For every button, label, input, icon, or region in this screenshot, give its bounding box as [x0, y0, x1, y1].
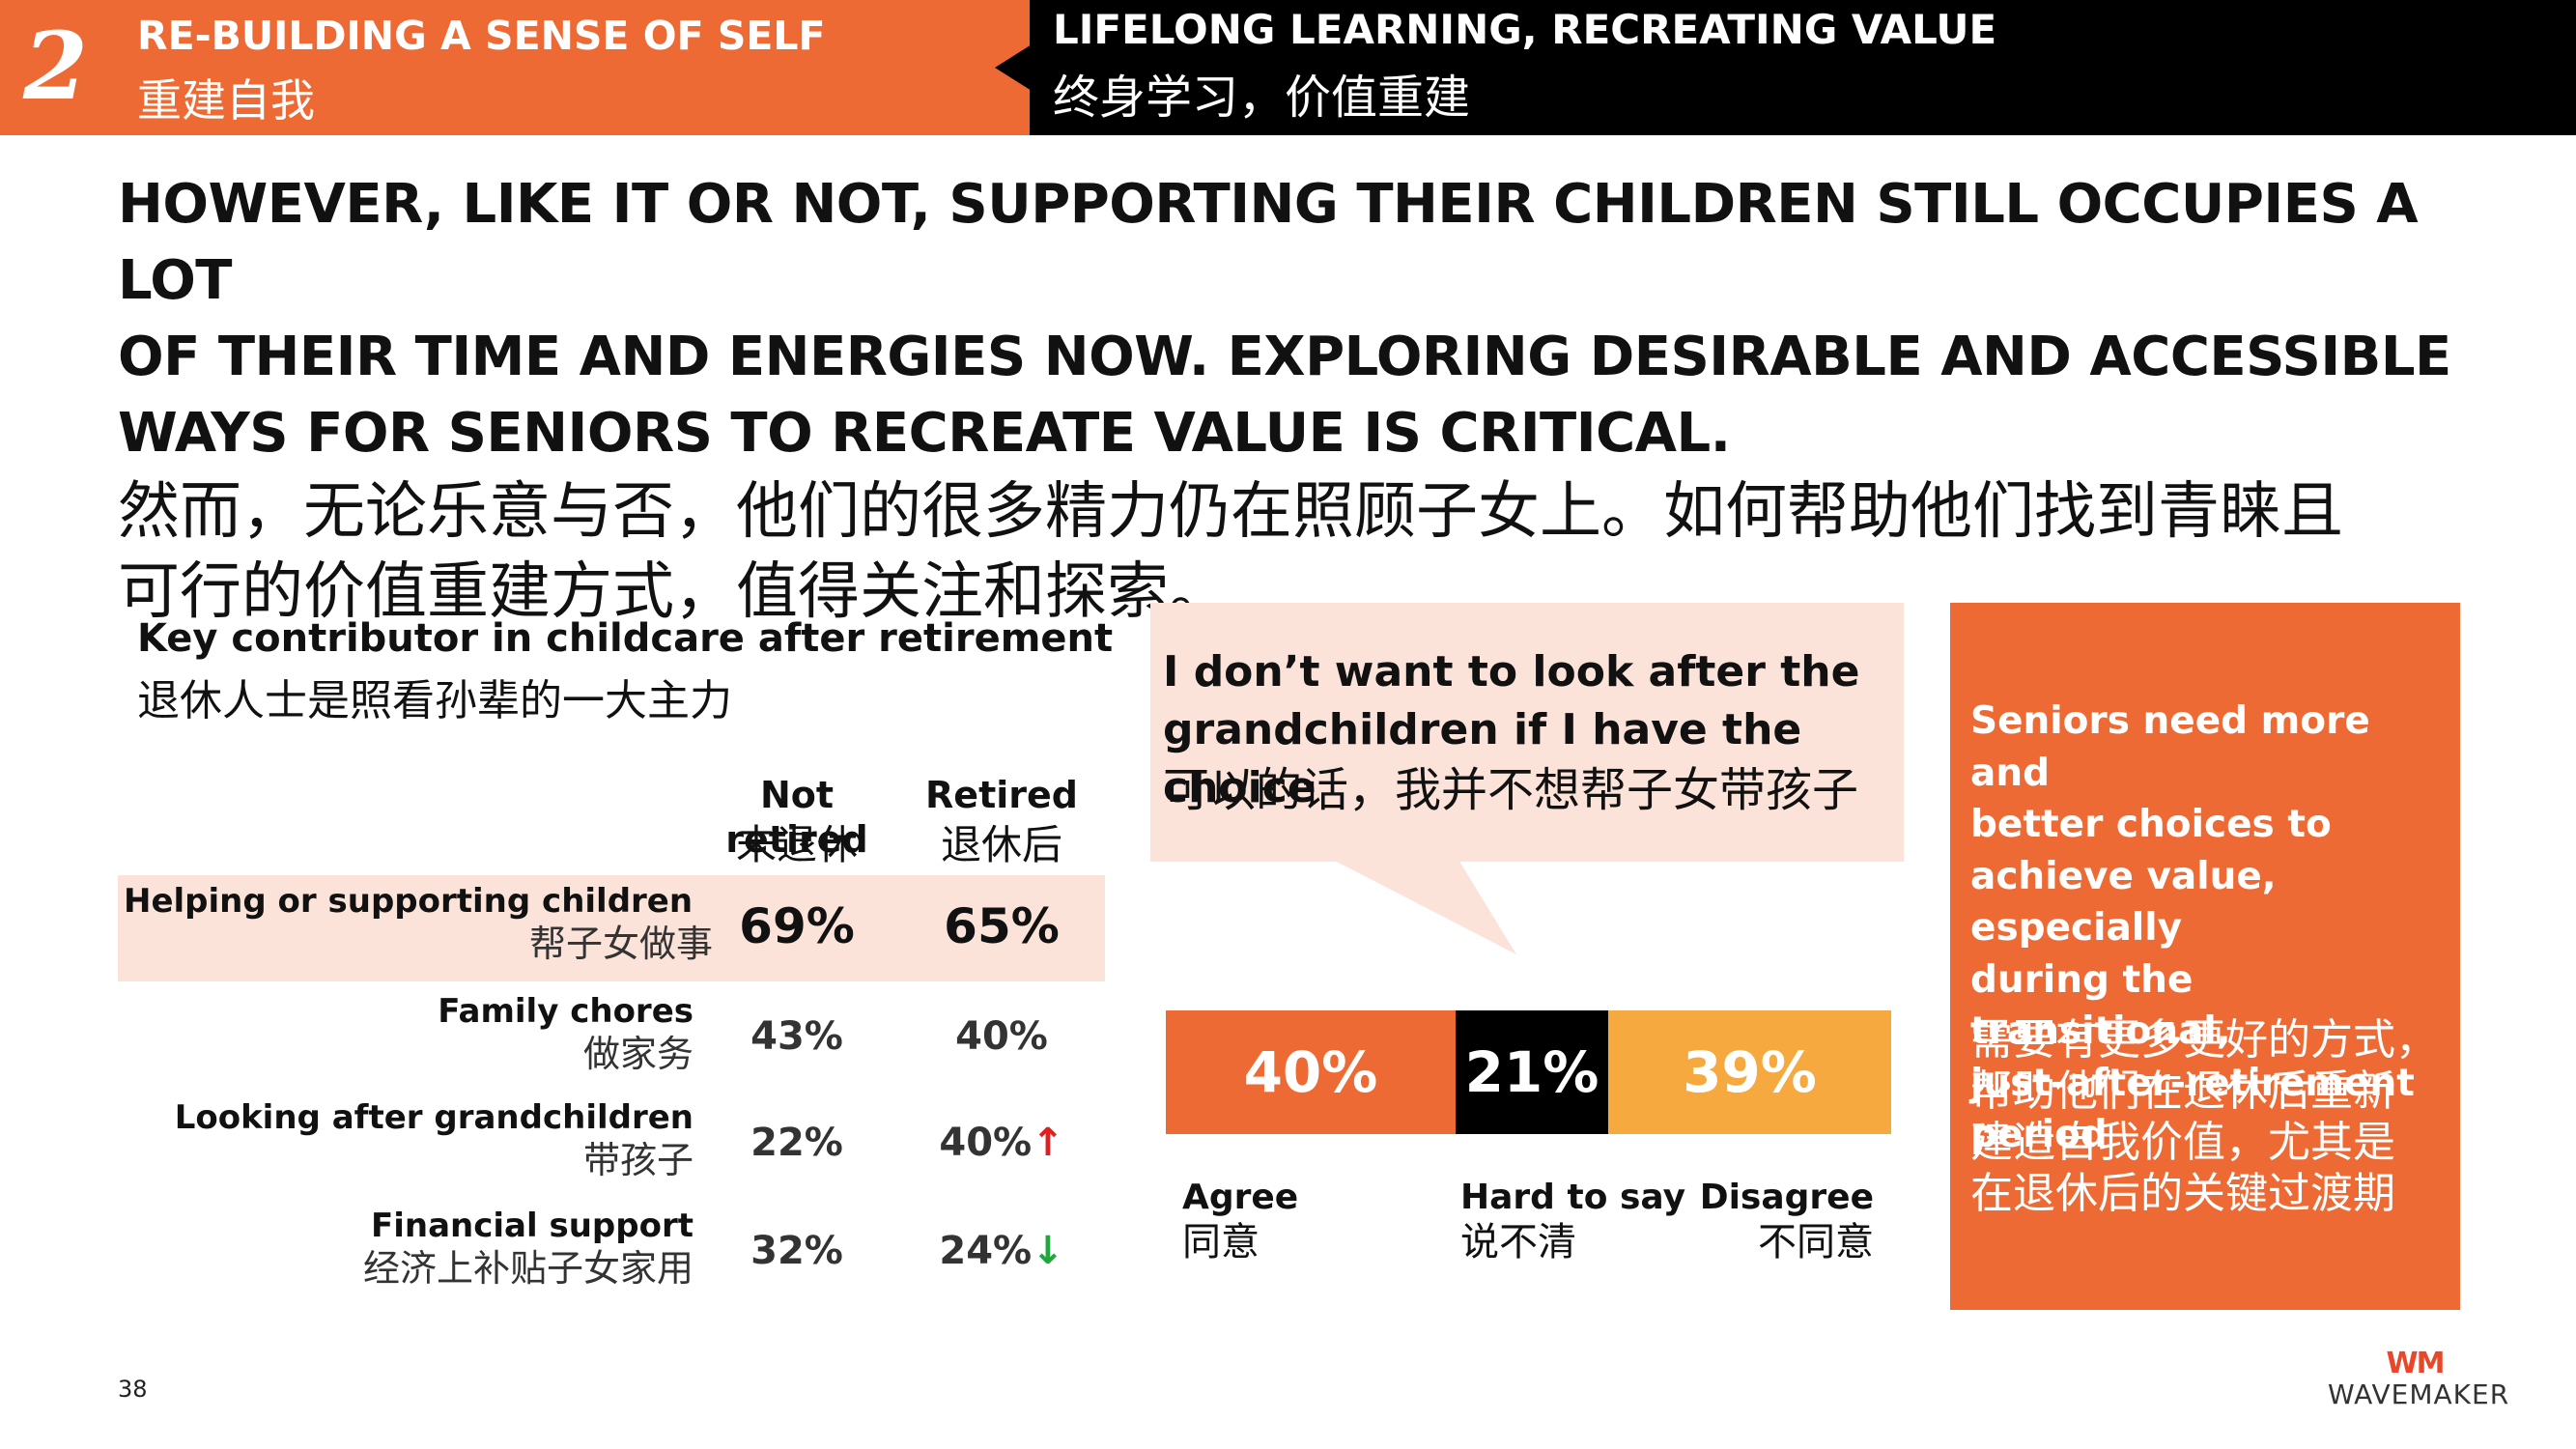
bar-label-disagree: Disagree 不同意: [1681, 1177, 1874, 1265]
column-header-retired: Retired: [925, 774, 1078, 816]
insight-text-cn: 需要有更多更好的方式， 帮助他们在退休后重新 建造自我价值，尤其是 在退休后的关…: [1970, 1014, 2453, 1219]
headline-en-line-1: HOWEVER, LIKE IT OR NOT, SUPPORTING THEI…: [118, 173, 2419, 312]
table-row: Financial support 经济上补贴子女家用: [114, 1206, 694, 1291]
trend-up-icon: ↑: [1032, 1121, 1064, 1165]
insight-en-line: Seniors need more and: [1970, 699, 2370, 795]
row-label-cn: 经济上补贴子女家用: [362, 1247, 694, 1290]
table-row: Looking after grandchildren 带孩子: [114, 1097, 694, 1182]
column-header-retired-cn: 退休后: [940, 821, 1062, 868]
highlighted-row-background: [118, 875, 1105, 981]
wavemaker-logo: WM WAVEMAKER: [2328, 1347, 2510, 1410]
trend-down-icon: ↓: [1032, 1229, 1064, 1273]
quote-line-1: I don’t want to look after the: [1163, 647, 1860, 696]
quote-bubble: [1150, 603, 1904, 862]
bar-label-agree: Agree 同意: [1182, 1177, 1298, 1265]
page-number: 38: [118, 1376, 148, 1403]
table-title-cn: 退休人士是照看孙辈的一大主力: [137, 676, 732, 725]
insight-cn-line: 需要有更多更好的方式，: [1970, 1015, 2438, 1065]
table-row: Family chores 做家务: [114, 991, 694, 1076]
column-header-not-retired: Not retired: [725, 774, 868, 861]
insight-cn-line: 在退休后的关键过渡期: [1970, 1169, 2395, 1218]
subsection-title-en: LIFELONG LEARNING, RECREATING VALUE: [1053, 6, 1997, 53]
bar-segment-value: 39%: [1683, 1039, 1817, 1105]
insight-en-line: better choices to: [1970, 803, 2332, 846]
value-not-retired: 32%: [750, 1229, 843, 1273]
row-label-cn: 做家务: [582, 1033, 694, 1075]
bar-label-en: Disagree: [1699, 1178, 1874, 1217]
row-label-en: Looking after grandchildren: [174, 1098, 694, 1137]
subsection-title-cn: 终身学习，价值重建: [1053, 71, 1471, 125]
section-title-cn: 重建自我: [137, 74, 315, 127]
value-not-retired: 43%: [750, 1014, 843, 1059]
quote-line-2: grandchildren if I have the choice: [1163, 705, 1802, 812]
quote-bubble-tail: [1333, 860, 1516, 954]
quote-text-cn: 可以的话，我并不想帮子女带孩子: [1163, 763, 1859, 817]
insight-cn-line: 帮助他们在退休后重新: [1970, 1066, 2395, 1116]
value-not-retired: 69%: [739, 898, 855, 954]
bar-label-en: Hard to say: [1460, 1178, 1686, 1217]
section-number: 2: [23, 12, 88, 121]
value-retired: 40%: [955, 1014, 1048, 1059]
headline: HOWEVER, LIKE IT OR NOT, SUPPORTING THEI…: [118, 166, 2513, 632]
column-header-not-retired-cn: 未退休: [735, 821, 858, 868]
bar-label-cn: 不同意: [1758, 1220, 1874, 1264]
header-left-band: [0, 0, 1030, 135]
value-retired: 24%↓: [915, 1227, 1089, 1275]
insight-box: [1950, 603, 2460, 1310]
insight-text-en: Seniors need more and better choices to …: [1970, 696, 2453, 1161]
bar-segment-agree: 40%: [1166, 1010, 1456, 1134]
bar-label-en: Agree: [1182, 1178, 1299, 1217]
value-retired-text: 40%: [939, 1121, 1033, 1165]
logo-mark-icon: WM: [2386, 1347, 2446, 1380]
value-retired: 40%↑: [915, 1119, 1089, 1167]
insight-en-line: just-after-retirement: [1970, 1061, 2415, 1105]
bar-segment-disagree: 39%: [1608, 1010, 1891, 1134]
insight-en-line: during the transitional,: [1970, 957, 2231, 1054]
value-retired: 65%: [944, 898, 1060, 954]
insight-en-line: achieve value, especially: [1970, 854, 2277, 951]
logo-text: WAVEMAKER: [2328, 1378, 2510, 1410]
bar-label-hard-to-say: Hard to say 说不清: [1460, 1177, 1685, 1265]
headline-cn-line-1: 然而，无论乐意与否，他们的很多精力仍在照顾子女上。如何帮助他们找到青睐且: [118, 476, 2343, 548]
row-label-en: Helping or supporting children: [124, 882, 694, 921]
section-title-en: RE-BUILDING A SENSE OF SELF: [137, 13, 826, 59]
bar-label-cn: 说不清: [1460, 1220, 1576, 1264]
row-label-cn: 帮子女做事: [528, 923, 713, 965]
header-right-band: [1030, 0, 2576, 135]
table-title-en: Key contributor in childcare after retir…: [137, 616, 1114, 661]
value-not-retired: 22%: [750, 1121, 843, 1165]
headline-en-line-3: WAYS FOR SENIORS TO RECREATE VALUE IS CR…: [118, 402, 1731, 465]
quote-text-en: I don’t want to look after the grandchil…: [1163, 643, 1897, 817]
header-pointer-notch: [995, 44, 1032, 91]
row-label-en: Financial support: [371, 1207, 694, 1245]
row-label-cn: 带孩子: [582, 1139, 694, 1181]
value-retired-text: 24%: [939, 1229, 1033, 1273]
headline-en-line-2: OF THEIR TIME AND ENERGIES NOW. EXPLORIN…: [118, 326, 2451, 388]
row-label-en: Family chores: [438, 992, 694, 1031]
headline-cn-line-2: 可行的价值重建方式，值得关注和探索。: [118, 556, 1231, 628]
bar-segment-value: 21%: [1464, 1039, 1599, 1105]
bar-label-cn: 同意: [1182, 1220, 1260, 1264]
bar-segment-value: 40%: [1243, 1039, 1378, 1105]
table-row: Helping or supporting children 帮子女做事: [114, 881, 713, 966]
insight-cn-line: 建造自我价值，尤其是: [1970, 1118, 2395, 1167]
insight-en-line: period: [1970, 1113, 2108, 1156]
bar-segment-hard-to-say: 21%: [1456, 1010, 1608, 1134]
